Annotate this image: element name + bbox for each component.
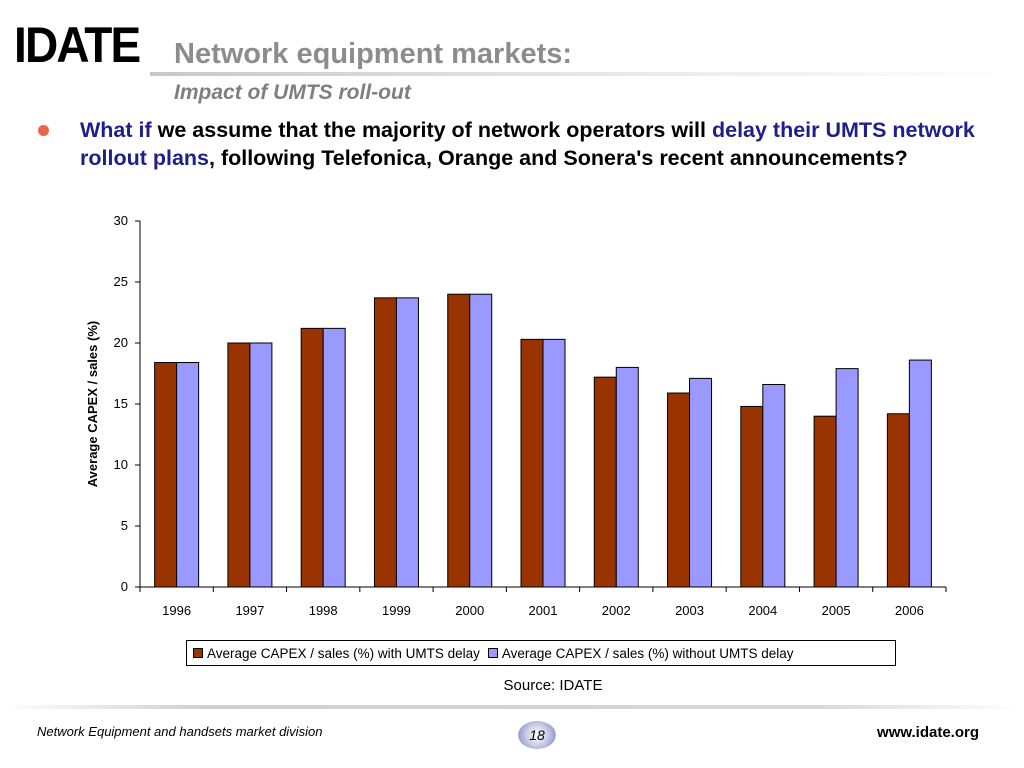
footer-divider bbox=[0, 705, 1024, 709]
x-tick-label: 2005 bbox=[822, 603, 851, 618]
y-tick-label: 0 bbox=[121, 579, 128, 594]
bar-with-delay bbox=[740, 405, 764, 588]
bullet-text-plain-1: we assume that the majority of network o… bbox=[151, 118, 712, 142]
chart-source: Source: IDATE bbox=[503, 677, 603, 694]
bar-with-delay bbox=[447, 293, 471, 588]
bar-without-delay bbox=[176, 362, 200, 588]
bar-without-delay bbox=[835, 368, 859, 588]
bar-without-delay bbox=[762, 383, 786, 588]
y-tick-label: 20 bbox=[114, 335, 128, 350]
y-tick-label: 10 bbox=[114, 457, 128, 472]
bar-without-delay bbox=[689, 377, 713, 588]
bar-with-delay bbox=[154, 362, 178, 588]
bar-with-delay bbox=[667, 392, 691, 588]
y-axis: 0 5 10 15 20 25 30 bbox=[114, 213, 141, 594]
bar-without-delay bbox=[908, 359, 932, 588]
x-axis: 1996 1997 1998 1999 2000 2001 2002 2003 2004 2005… bbox=[139, 586, 947, 618]
bar-without-delay bbox=[469, 293, 493, 588]
bar-with-delay bbox=[593, 376, 617, 588]
bar-without-delay bbox=[615, 366, 639, 588]
page-number-text: 18 bbox=[529, 727, 545, 743]
legend-label-without-delay: Average CAPEX / sales (%) without UMTS d… bbox=[501, 645, 794, 661]
bar-with-delay bbox=[300, 327, 324, 588]
legend-item-without-delay: Average CAPEX / sales (%) without UMTS d… bbox=[487, 645, 794, 661]
bar-with-delay bbox=[520, 338, 544, 588]
bar-without-delay bbox=[322, 327, 346, 588]
x-tick-label: 2001 bbox=[529, 603, 558, 618]
x-tick-label: 2003 bbox=[675, 603, 704, 618]
bar-with-delay bbox=[813, 415, 837, 588]
legend-swatch-without-delay bbox=[487, 648, 498, 658]
footer-website[interactable]: www.idate.org bbox=[877, 724, 979, 741]
slide-subtitle: Impact of UMTS roll-out bbox=[174, 81, 411, 104]
bars bbox=[154, 293, 932, 588]
y-tick-label: 25 bbox=[114, 274, 128, 289]
x-tick-label: 2006 bbox=[895, 603, 924, 618]
bar-without-delay bbox=[542, 338, 566, 588]
bar-without-delay bbox=[249, 342, 273, 588]
legend-label-with-delay: Average CAPEX / sales (%) with UMTS dela… bbox=[207, 645, 480, 661]
bullet-text-highlight-1: What if bbox=[80, 118, 152, 142]
bar-with-delay bbox=[227, 342, 251, 588]
bullet-text-plain-2: , following Telefonica, Orange and Soner… bbox=[209, 146, 908, 170]
x-tick-label: 1998 bbox=[309, 603, 338, 618]
y-tick-label: 30 bbox=[114, 213, 128, 228]
bar-with-delay bbox=[373, 297, 397, 588]
x-tick-label: 1997 bbox=[235, 603, 264, 618]
x-tick-label: 1999 bbox=[382, 603, 411, 618]
slide-title: Network equipment markets: bbox=[174, 38, 573, 70]
x-tick-label: 2002 bbox=[602, 603, 631, 618]
x-tick-label: 1996 bbox=[162, 603, 191, 618]
legend-swatch-with-delay bbox=[193, 648, 203, 658]
footer-division: Network Equipment and handsets market di… bbox=[37, 724, 323, 739]
bar-with-delay bbox=[886, 413, 910, 588]
x-tick-label: 2004 bbox=[748, 603, 777, 618]
legend-item-with-delay: Average CAPEX / sales (%) with UMTS dela… bbox=[193, 646, 480, 661]
title-divider bbox=[150, 72, 1024, 76]
y-axis-label: Average CAPEX / sales (%) bbox=[85, 321, 100, 487]
y-tick-label: 5 bbox=[121, 518, 128, 533]
page-number: 18 bbox=[518, 721, 556, 749]
bullet-icon bbox=[38, 125, 49, 136]
idate-logo: IDATE bbox=[14, 17, 141, 73]
bar-chart: 0 5 10 15 20 25 30 1996 1997 1998 1999 2000 2001 200… bbox=[85, 213, 947, 618]
chart-legend: Average CAPEX / sales (%) with UMTS dela… bbox=[186, 640, 896, 666]
bar-without-delay bbox=[395, 297, 419, 588]
y-tick-label: 15 bbox=[114, 396, 128, 411]
bullet-text: What if we assume that the majority of n… bbox=[80, 116, 980, 172]
x-tick-label: 2000 bbox=[455, 603, 484, 618]
bullet-text-highlight-2: delay their UMTS network rollout plans bbox=[80, 118, 975, 170]
